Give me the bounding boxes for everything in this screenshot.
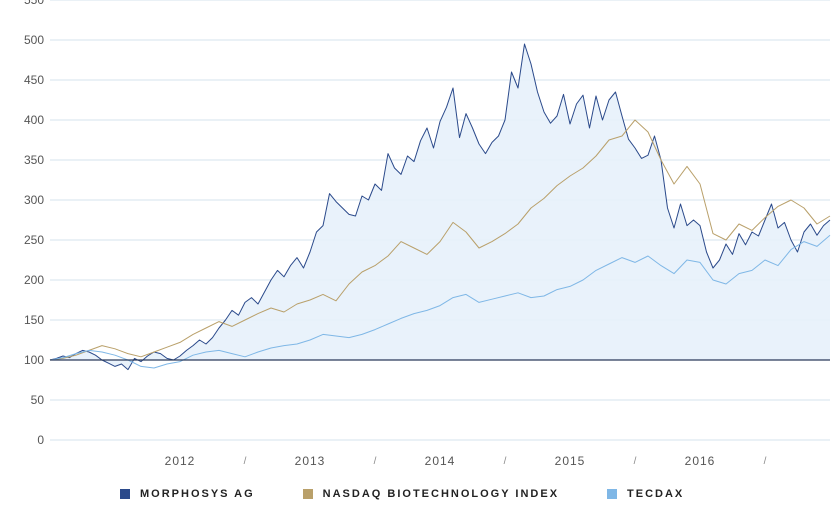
y-tick-label: 550	[4, 0, 44, 7]
y-axis: 0 50 100 150 200 250 300 350 400 450 500 550	[0, 0, 44, 506]
y-tick-label: 50	[4, 393, 44, 407]
y-tick-label: 0	[4, 433, 44, 447]
x-minor-mark: /	[634, 456, 637, 467]
y-tick-label: 400	[4, 113, 44, 127]
legend-swatch	[120, 489, 130, 499]
x-axis: 2012 / 2013 / 2014 / 2015 / 2016 /	[0, 448, 840, 478]
legend-label: TECDAX	[627, 488, 684, 500]
x-tick-label: 2016	[685, 454, 716, 468]
x-tick-label: 2013	[295, 454, 326, 468]
x-minor-mark: /	[764, 456, 767, 467]
legend-swatch	[303, 489, 313, 499]
y-tick-label: 450	[4, 73, 44, 87]
legend-item-nasdaq-biotech: NASDAQ BIOTECHNOLOGY INDEX	[303, 488, 559, 500]
y-tick-label: 200	[4, 273, 44, 287]
y-tick-label: 100	[4, 353, 44, 367]
y-tick-label: 150	[4, 313, 44, 327]
legend: MORPHOSYS AG NASDAQ BIOTECHNOLOGY INDEX …	[0, 482, 840, 506]
stock-index-chart: 050100150200250300350400450500550 2012/2…	[0, 0, 840, 506]
x-minor-mark: /	[374, 456, 377, 467]
y-tick-label: 500	[4, 33, 44, 47]
plot-svg	[0, 0, 840, 506]
x-tick-label: 2012	[165, 454, 196, 468]
legend-item-morphosys: MORPHOSYS AG	[120, 488, 255, 500]
x-minor-mark: /	[244, 456, 247, 467]
x-tick-label: 2015	[555, 454, 586, 468]
y-tick-label: 250	[4, 233, 44, 247]
x-tick-label: 2014	[425, 454, 456, 468]
y-tick-label: 350	[4, 153, 44, 167]
legend-label: NASDAQ BIOTECHNOLOGY INDEX	[323, 488, 559, 500]
y-tick-label: 300	[4, 193, 44, 207]
legend-item-tecdax: TECDAX	[607, 488, 684, 500]
x-minor-mark: /	[504, 456, 507, 467]
legend-label: MORPHOSYS AG	[140, 488, 255, 500]
legend-swatch	[607, 489, 617, 499]
